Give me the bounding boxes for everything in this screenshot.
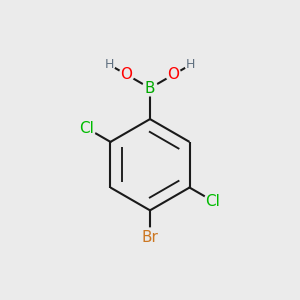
Circle shape — [103, 59, 115, 70]
Circle shape — [142, 80, 158, 96]
Circle shape — [185, 59, 197, 70]
Circle shape — [166, 67, 181, 82]
Circle shape — [141, 228, 159, 247]
Circle shape — [119, 67, 134, 82]
Text: O: O — [167, 67, 179, 82]
Text: Cl: Cl — [80, 121, 94, 136]
Text: O: O — [121, 67, 133, 82]
Circle shape — [78, 119, 96, 137]
Text: Cl: Cl — [206, 194, 220, 208]
Circle shape — [204, 192, 222, 210]
Text: B: B — [145, 81, 155, 96]
Text: H: H — [104, 58, 114, 71]
Text: Br: Br — [142, 230, 158, 245]
Text: H: H — [186, 58, 196, 71]
